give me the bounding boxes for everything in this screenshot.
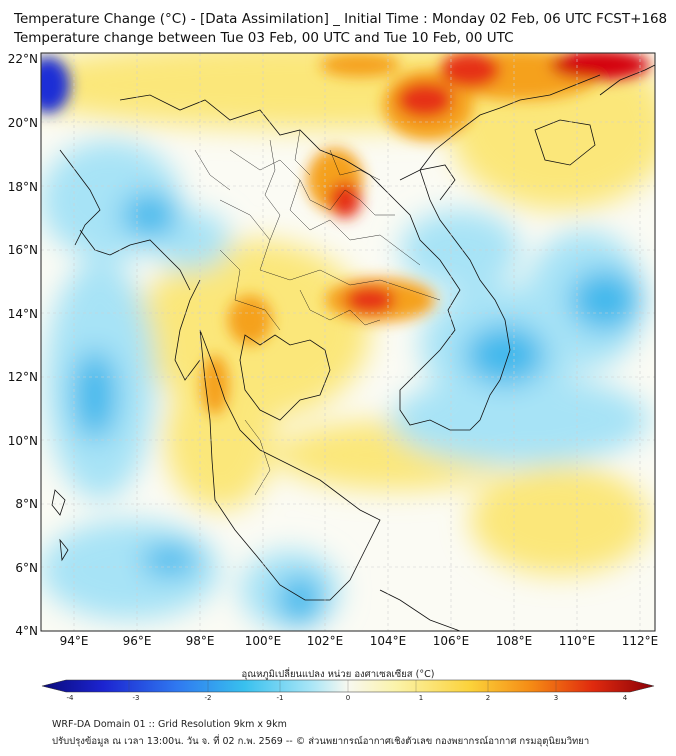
lat-label: 20°N	[8, 116, 38, 130]
colorbar-tick: 0	[346, 694, 350, 702]
lat-label: 8°N	[15, 497, 38, 511]
lon-label: 100°E	[245, 634, 282, 648]
lon-label: 112°E	[622, 634, 659, 648]
lat-label: 10°N	[8, 434, 38, 448]
lat-label: 22°N	[8, 52, 38, 66]
lat-label: 14°N	[8, 307, 38, 321]
map-title-line2: Temperature change between Tue 03 Feb, 0…	[14, 30, 514, 46]
lon-label: 106°E	[433, 634, 470, 648]
latitude-labels: 22°N 20°N 18°N 16°N 14°N 12°N 10°N 8°N 6…	[8, 52, 38, 638]
map-frame	[40, 52, 656, 632]
data-field	[41, 53, 655, 631]
colorbar-tick: -2	[205, 694, 212, 702]
colorbar-tick: -3	[133, 694, 140, 702]
lon-label: 108°E	[496, 634, 533, 648]
lat-label: 6°N	[15, 561, 38, 575]
lat-label: 12°N	[8, 370, 38, 384]
lat-label: 18°N	[8, 180, 38, 194]
longitude-labels: 94°E 96°E 98°E 100°E 102°E 104°E 106°E 1…	[60, 634, 659, 648]
lon-label: 110°E	[559, 634, 596, 648]
coastlines	[51, 64, 655, 631]
footer-model-info: WRF-DA Domain 01 :: Grid Resolution 9km …	[52, 719, 287, 730]
lat-label: 4°N	[15, 624, 38, 638]
lon-label: 104°E	[370, 634, 407, 648]
lon-label: 98°E	[186, 634, 215, 648]
footer-update-info: ปรับปรุงข้อมูล ณ เวลา 13:00น. วัน จ. ที่…	[52, 736, 590, 747]
map-title-line1: Temperature Change (°C) - [Data Assimila…	[14, 11, 668, 27]
colorbar-tick: -1	[277, 694, 284, 702]
lon-label: 94°E	[60, 634, 89, 648]
colorbar-tick: 3	[554, 694, 558, 702]
colorbar-label: อุณหภูมิเปลี่ยนแปลง หน่วย องศาเซลเซียส (…	[241, 669, 435, 680]
lat-label: 16°N	[8, 243, 38, 257]
lon-label: 102°E	[307, 634, 344, 648]
colorbar-tick: 1	[419, 694, 423, 702]
admin-borders	[194, 129, 441, 496]
graticule	[41, 53, 655, 631]
colorbar: -4 -3 -2 -1 0 1 2 3 4	[41, 679, 655, 702]
lon-label: 96°E	[123, 634, 152, 648]
colorbar-tick: 2	[486, 694, 490, 702]
colorbar-tick: 4	[623, 694, 628, 702]
colorbar-tick: -4	[67, 694, 75, 702]
colorbar-ticks: -4 -3 -2 -1 0 1 2 3 4	[67, 694, 628, 702]
